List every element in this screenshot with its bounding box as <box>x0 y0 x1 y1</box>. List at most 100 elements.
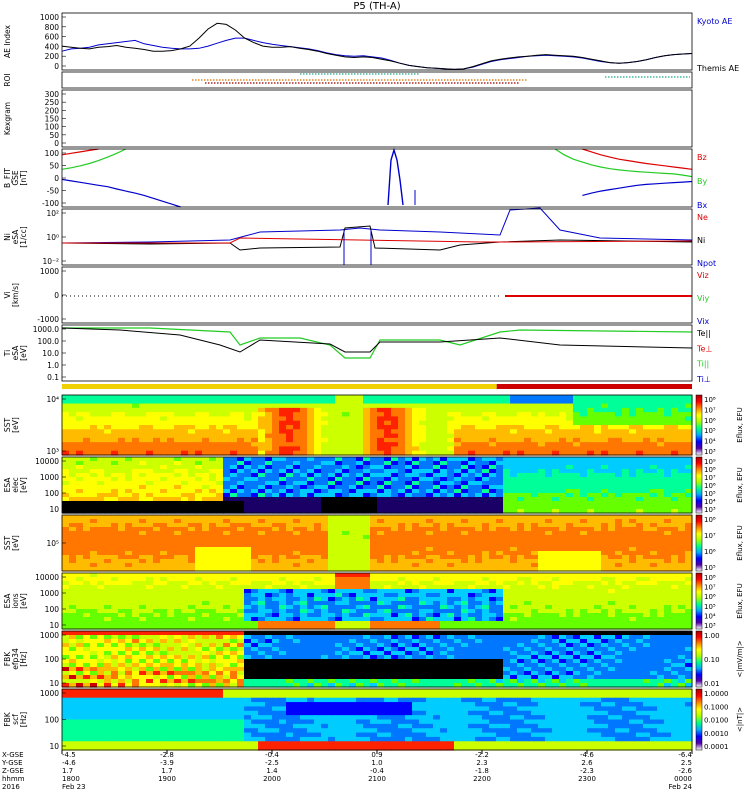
spectrogram-cell <box>615 621 623 626</box>
spectrogram-cell <box>356 551 364 556</box>
spectrogram-cell <box>510 489 518 494</box>
spectrogram-cell <box>566 485 574 490</box>
spectrogram-cell <box>426 547 434 552</box>
spectrogram-cell <box>251 531 259 536</box>
spectrogram-cell <box>510 527 518 532</box>
spectrogram-cell <box>419 573 427 578</box>
spectrogram-cell <box>664 589 672 594</box>
spectrogram-cell <box>440 573 448 578</box>
spectrogram-cell <box>468 481 476 486</box>
spectrogram-cell <box>223 563 231 568</box>
spectrogram-cell <box>69 433 77 439</box>
spectrogram-cell <box>314 559 322 564</box>
spectrogram-cell <box>160 531 168 536</box>
spectrogram-cell <box>314 505 322 510</box>
spectrogram-cell <box>566 543 574 548</box>
spectrogram-cell <box>538 429 546 435</box>
spectrogram-cell <box>664 567 672 572</box>
spectrogram-cell <box>132 577 140 582</box>
spectrogram-cell <box>363 547 371 552</box>
spectrogram-cell <box>321 605 329 610</box>
spectrogram-cell <box>405 535 413 540</box>
spectrogram-cell <box>146 577 154 582</box>
spectrogram-cell <box>461 457 469 462</box>
spectrogram-cell <box>111 563 119 568</box>
spectrogram-cell <box>279 450 287 456</box>
spectrogram-cell <box>489 585 497 590</box>
spectrogram-cell <box>188 416 196 422</box>
spectrogram-cell <box>412 617 420 622</box>
spectrogram-cell <box>601 450 609 456</box>
spectrogram-cell <box>272 497 280 502</box>
spectrogram-cell <box>300 597 308 602</box>
spectrogram-cell <box>258 593 266 598</box>
spectrogram-cell <box>622 473 630 478</box>
spectrogram-cell <box>314 555 322 560</box>
spectrogram-cell <box>363 585 371 590</box>
spectrogram-cell <box>69 407 77 413</box>
spectrogram-cell <box>118 489 126 494</box>
spectrogram-cell <box>587 523 595 528</box>
spectrogram-cell <box>363 509 371 514</box>
spectrogram-cell <box>608 563 616 568</box>
spectrogram-cell <box>153 403 161 409</box>
spectrogram-cell <box>573 601 581 606</box>
spectrogram-cell <box>594 469 602 474</box>
spectrogram-cell <box>230 425 238 430</box>
spectrogram-cell <box>356 425 364 430</box>
spectrogram-cell <box>111 589 119 594</box>
spectrogram-cell <box>503 535 511 540</box>
spectrogram-cell <box>363 433 371 439</box>
spectrogram-cell <box>139 412 147 418</box>
spectrogram-cell <box>342 416 350 422</box>
spectrogram-cell <box>125 601 133 606</box>
spectrogram-cell <box>671 535 679 540</box>
spectrogram-cell <box>384 429 392 435</box>
spectrogram-cell <box>321 559 329 564</box>
spectrogram-cell <box>461 437 469 443</box>
spectrogram-cell <box>608 433 616 439</box>
spectrogram-cell <box>608 555 616 560</box>
spectrogram-cell <box>146 493 154 498</box>
spectrogram-cell <box>132 559 140 564</box>
spectrogram-cell <box>314 416 322 422</box>
spectrogram-cell <box>335 477 343 482</box>
spectrogram-cell <box>258 519 266 524</box>
spectrogram-cell <box>209 407 217 413</box>
spectrogram-cell <box>272 609 280 614</box>
spectrogram-cell <box>146 617 154 622</box>
spectrogram-cell <box>398 442 406 448</box>
spectrogram-cell <box>272 485 280 490</box>
spectrogram-cell <box>97 597 105 602</box>
spectrogram-cell <box>440 481 448 486</box>
spectrogram-cell <box>615 523 623 528</box>
spectrogram-cell <box>83 501 91 506</box>
spectrogram-cell <box>440 465 448 470</box>
spectrogram-cell <box>566 617 574 622</box>
plot-title: P5 (TH-A) <box>353 1 400 12</box>
spectrogram-cell <box>237 609 245 614</box>
spectrogram-cell <box>454 493 462 498</box>
spectrogram-cell <box>69 416 77 422</box>
spectrogram-cell <box>580 555 588 560</box>
spectrogram-cell <box>307 625 315 630</box>
spectrogram-cell <box>223 555 231 560</box>
spectrogram-cell <box>503 539 511 544</box>
spectrogram-cell <box>300 450 308 456</box>
spectrogram-cell <box>363 477 371 482</box>
spectrogram-cell <box>223 412 231 418</box>
spectrogram-cell <box>279 509 287 514</box>
spectrogram-cell <box>272 581 280 586</box>
spectrogram-cell <box>643 501 651 506</box>
spectrogram-cell <box>594 605 602 610</box>
spectrogram-cell <box>447 442 455 448</box>
spectrogram-cell <box>300 613 308 618</box>
spectrogram-cell <box>230 613 238 618</box>
spectrogram-cell <box>524 450 532 456</box>
spectrogram-cell <box>468 493 476 498</box>
spectrogram-cell <box>216 461 224 466</box>
spectrogram-cell <box>279 485 287 490</box>
spectrogram-cell <box>328 433 336 439</box>
spectrogram-cell <box>615 527 623 532</box>
